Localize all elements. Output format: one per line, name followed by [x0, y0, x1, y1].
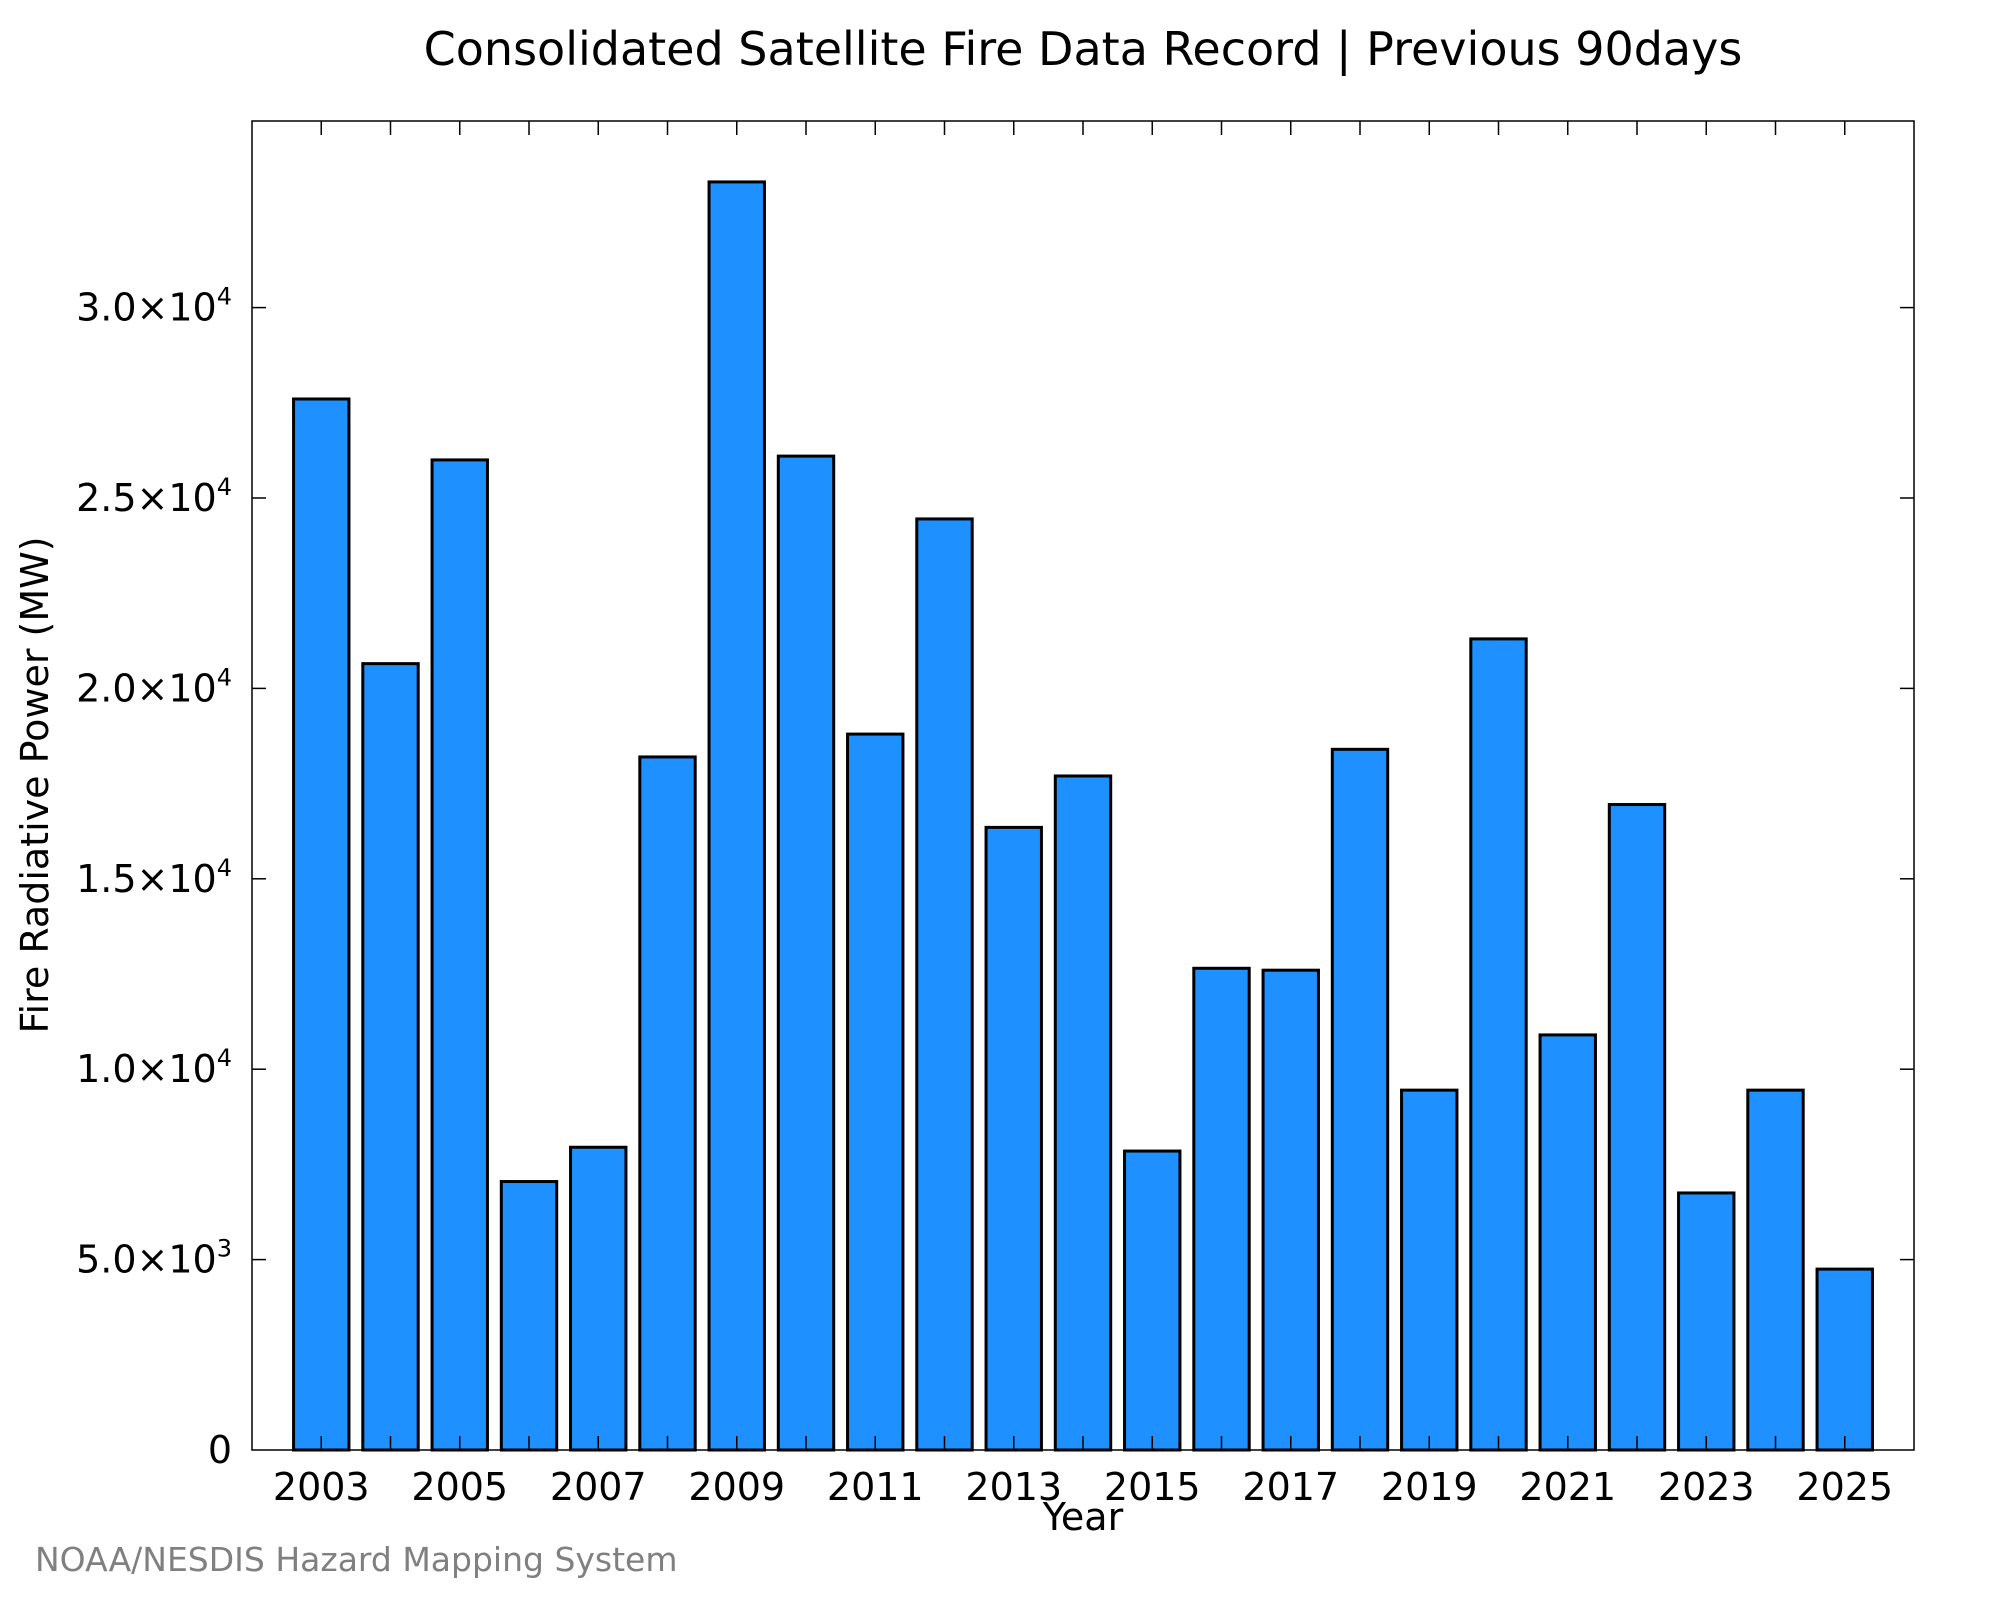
bar-2006 [499, 1180, 559, 1452]
x-tick-label-2017: 2017 [1242, 1465, 1339, 1509]
bars [292, 180, 1874, 1452]
x-tick-labels: 2003 2005 2007 2009 2011 2013 2015 2017 2019 2021… [273, 1465, 1893, 1509]
y-tick-labels: 0 5.0×103 1.0×104 1.5×104 2.0×104 2.5×104 3.0×… [76, 283, 232, 1472]
bar-2017 [1261, 968, 1320, 1452]
bar-2025 [1815, 1267, 1874, 1452]
bar-2021 [1538, 1033, 1597, 1452]
x-tick-label-2019: 2019 [1381, 1465, 1478, 1509]
x-tick-label-2013: 2013 [965, 1465, 1062, 1509]
bar-2012 [915, 517, 974, 1452]
bar-2015 [1123, 1149, 1182, 1452]
credit-text: NOAA/NESDIS Hazard Mapping System [35, 1540, 678, 1579]
bar-2020 [1469, 637, 1528, 1452]
bar-2016 [1192, 966, 1251, 1452]
y-axis-label: Fire Radiative Power (MW) [13, 536, 57, 1033]
x-tick-label-2025: 2025 [1796, 1465, 1893, 1509]
y-tick-label-5000: 5.0×103 [76, 1235, 232, 1282]
y-tick-label-15000: 1.5×104 [76, 854, 232, 901]
bar-2007 [569, 1145, 628, 1452]
x-tick-label-2021: 2021 [1519, 1465, 1616, 1509]
x-tick-label-2011: 2011 [827, 1465, 924, 1509]
x-tick-label-2023: 2023 [1658, 1465, 1755, 1509]
bar-2003 [292, 397, 351, 1452]
bar-2009 [707, 180, 766, 1452]
chart-title: Consolidated Satellite Fire Data Record … [424, 22, 1743, 77]
y-tick-label-0: 0 [208, 1428, 232, 1472]
y-tick-label-25000: 2.5×104 [76, 473, 232, 520]
x-tick-label-2009: 2009 [688, 1465, 785, 1509]
bar-2010 [776, 454, 836, 1452]
x-tick-label-2015: 2015 [1104, 1465, 1201, 1509]
y-tick-label-30000: 3.0×104 [76, 283, 232, 330]
y-tick-label-10000: 1.0×104 [76, 1044, 232, 1091]
x-tick-label-2007: 2007 [550, 1465, 647, 1509]
bar-2019 [1400, 1088, 1459, 1452]
bar-2013 [984, 825, 1043, 1452]
x-tick-label-2003: 2003 [273, 1465, 370, 1509]
ticks [252, 121, 1914, 1450]
bar-2011 [846, 732, 905, 1452]
bar-2022 [1607, 803, 1667, 1452]
y-tick-label-20000: 2.0×104 [76, 663, 232, 710]
bar-2024 [1746, 1088, 1805, 1452]
bar-2004 [361, 662, 420, 1452]
x-axis-label: Year [1042, 1495, 1124, 1539]
x-tick-label-2005: 2005 [411, 1465, 508, 1509]
bar-2014 [1053, 774, 1113, 1452]
bar-2005 [430, 458, 489, 1452]
bar-2008 [638, 755, 697, 1452]
bar-2023 [1677, 1191, 1736, 1452]
bar-2018 [1330, 747, 1390, 1452]
